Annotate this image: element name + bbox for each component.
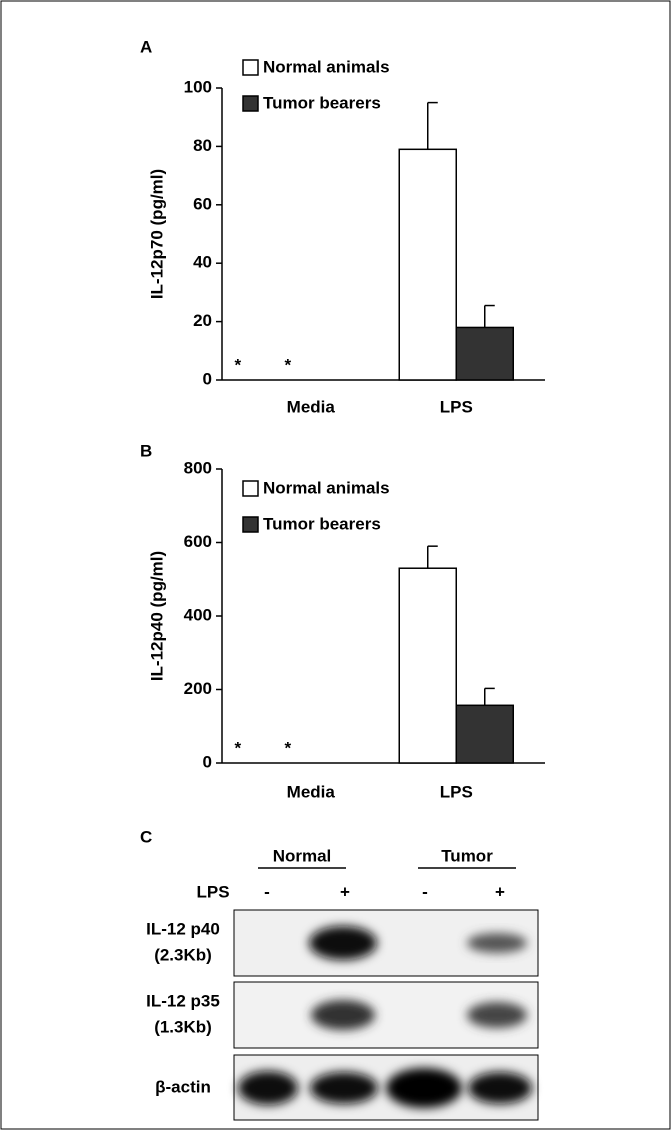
legend-swatch (243, 96, 258, 111)
bar (399, 568, 456, 763)
bar (399, 149, 456, 380)
group-label: Tumor (441, 846, 493, 865)
band (311, 1000, 375, 1030)
y-tick-label: 80 (193, 136, 212, 155)
y-tick-label: 20 (193, 311, 212, 330)
legend-label: Normal animals (263, 478, 390, 497)
lps-label: LPS (196, 882, 229, 901)
y-tick-label: 200 (184, 679, 212, 698)
y-tick-label: 400 (184, 605, 212, 624)
panel-label: C (140, 827, 152, 846)
band (467, 933, 527, 953)
legend-swatch (243, 517, 258, 532)
y-axis-label: IL-12p70 (pg/ml) (147, 169, 166, 299)
value-label: * (284, 738, 291, 757)
x-tick-label: LPS (440, 397, 473, 416)
lane-label: + (495, 882, 505, 901)
y-axis-label: IL-12p40 (pg/ml) (147, 551, 166, 681)
legend-label: Tumor bearers (263, 514, 381, 533)
x-tick-label: Media (287, 782, 336, 801)
row-label: (1.3Kb) (154, 1017, 212, 1036)
lane-label: + (340, 882, 350, 901)
x-tick-label: LPS (440, 782, 473, 801)
lane-label: - (422, 882, 428, 901)
y-tick-label: 800 (184, 458, 212, 477)
row-label: IL-12 p40 (146, 919, 220, 938)
legend-label: Normal animals (263, 57, 390, 76)
band (309, 926, 377, 960)
legend-swatch (243, 60, 258, 75)
y-tick-label: 0 (203, 369, 212, 388)
bar (456, 327, 513, 380)
group-label: Normal (273, 846, 332, 865)
band (468, 1072, 532, 1104)
y-tick-label: 600 (184, 532, 212, 551)
y-tick-label: 0 (203, 752, 212, 771)
y-tick-label: 40 (193, 253, 212, 272)
lane-label: - (264, 882, 270, 901)
band (238, 1071, 298, 1105)
value-label: * (284, 355, 291, 374)
row-label: β-actin (155, 1077, 211, 1096)
x-tick-label: Media (287, 397, 336, 416)
value-label: * (234, 355, 241, 374)
value-label: * (234, 738, 241, 757)
row-label: IL-12 p35 (146, 991, 220, 1010)
band (467, 1002, 527, 1028)
legend-swatch (243, 481, 258, 496)
panel-label: A (140, 37, 152, 56)
legend-label: Tumor bearers (263, 93, 381, 112)
row-label: (2.3Kb) (154, 945, 212, 964)
bar (456, 705, 513, 763)
panel-label: B (140, 441, 152, 460)
band (386, 1068, 462, 1108)
y-tick-label: 60 (193, 194, 212, 213)
y-tick-label: 100 (184, 77, 212, 96)
figure: C Normal Tumor LPS - + - + IL-12 p40 (2.… (0, 0, 671, 1130)
band (310, 1072, 378, 1104)
